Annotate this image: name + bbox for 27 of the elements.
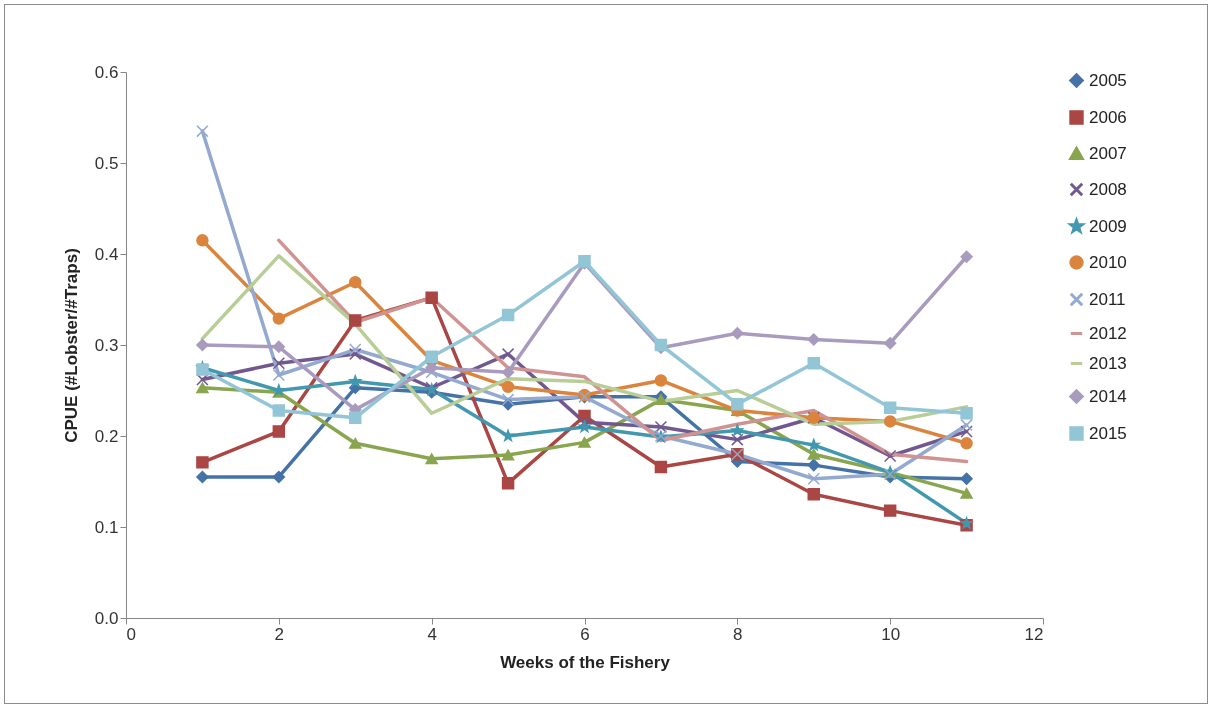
x-tick-label: 2 bbox=[274, 624, 285, 644]
x-tick-label: 8 bbox=[733, 624, 743, 644]
x-tick-label: 0 bbox=[126, 624, 136, 644]
y-tick-label: 0.0 bbox=[94, 608, 119, 628]
legend-label: 2011 bbox=[1089, 289, 1126, 309]
y-axis-title: CPUE (#Lobster/#Traps) bbox=[61, 248, 81, 443]
legend-label: 2006 bbox=[1089, 107, 1127, 127]
y-tick-label: 0.1 bbox=[94, 517, 119, 537]
legend-label: 2005 bbox=[1089, 70, 1127, 90]
legend-label: 2015 bbox=[1089, 423, 1127, 443]
legend-label: 2013 bbox=[1089, 353, 1127, 373]
legend-label: 2009 bbox=[1089, 216, 1127, 236]
legend-label: 2010 bbox=[1089, 252, 1127, 272]
legend-label: 2014 bbox=[1089, 386, 1127, 406]
x-tick-label: 10 bbox=[881, 624, 901, 644]
y-tick-label: 0.6 bbox=[94, 62, 119, 82]
legend-label: 2008 bbox=[1089, 179, 1127, 199]
legend-label: 2012 bbox=[1089, 323, 1127, 343]
y-tick-label: 0.3 bbox=[94, 335, 119, 355]
x-axis-title: Weeks of the Fishery bbox=[500, 652, 671, 672]
x-tick-label: 6 bbox=[580, 624, 590, 644]
y-tick-label: 0.2 bbox=[94, 426, 119, 446]
y-tick-label: 0.5 bbox=[94, 153, 119, 173]
x-tick-label: 12 bbox=[1024, 624, 1044, 644]
x-tick-label: 4 bbox=[427, 624, 437, 644]
legend-label: 2007 bbox=[1089, 143, 1127, 163]
y-tick-label: 0.4 bbox=[94, 244, 119, 264]
